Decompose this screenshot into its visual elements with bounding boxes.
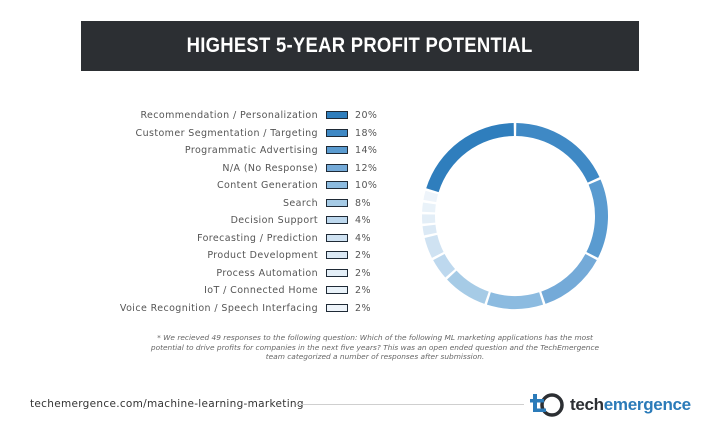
legend-swatch <box>326 146 348 154</box>
legend-row: Product Development 2% <box>80 248 400 266</box>
chart-title: HIGHEST 5-YEAR PROFIT POTENTIAL <box>187 34 533 57</box>
legend-row: Decision Support 4% <box>80 213 400 231</box>
donut-slice <box>516 123 600 183</box>
legend-swatch <box>326 111 348 119</box>
legend-value: 2% <box>355 285 371 296</box>
techemergence-logo: techemergence <box>530 390 695 420</box>
legend-row: Content Generation 10% <box>80 178 400 196</box>
legend-label: Content Generation <box>217 180 318 191</box>
legend-value: 12% <box>355 162 378 174</box>
legend-label: Voice Recognition / Speech Interfacing <box>119 302 318 314</box>
legend-label: Recommendation / Personalization <box>140 110 318 121</box>
legend-row: Programmatic Advertising 14% <box>80 143 400 161</box>
donut-slice <box>541 253 597 304</box>
donut-slice <box>586 179 608 258</box>
legend-value: 10% <box>355 180 378 191</box>
title-banner: HIGHEST 5-YEAR PROFIT POTENTIAL <box>81 21 639 71</box>
legend-value: 2% <box>355 302 371 314</box>
legend-swatch <box>326 233 348 242</box>
legend-row: Customer Segmentation / Targeting 18% <box>80 126 400 144</box>
legend-row: Forecasting / Prediction 4% <box>80 231 400 249</box>
legend-row: Recommendation / Personalization 20% <box>80 108 400 126</box>
footer-url[interactable]: techemergence.com/machine-learning-marke… <box>30 398 304 410</box>
donut-slice <box>422 202 436 213</box>
logo-mark-icon <box>530 393 564 417</box>
legend-row: N/A (No Response) 12% <box>80 161 400 179</box>
legend-row: Search 8% <box>80 196 400 214</box>
donut-slice <box>426 123 514 193</box>
logo-text-main: tech <box>570 395 604 414</box>
donut-slice <box>423 190 438 203</box>
donut-slice <box>422 224 437 236</box>
legend-swatch <box>326 251 348 259</box>
legend-label: N/A (No Response) <box>222 162 318 174</box>
legend-swatch <box>326 303 348 312</box>
footnote: * We recieved 49 responses to the follow… <box>150 333 600 361</box>
legend-value: 4% <box>355 232 371 244</box>
legend-value: 4% <box>355 215 371 226</box>
donut-slice <box>422 214 436 224</box>
legend-label: Process Automation <box>216 267 318 279</box>
legend-row: Process Automation 2% <box>80 266 400 284</box>
legend-swatch <box>326 268 348 277</box>
logo-text-accent: emergence <box>603 395 691 414</box>
legend-swatch <box>326 286 348 294</box>
legend-swatch <box>326 128 348 137</box>
legend-value: 20% <box>355 110 378 121</box>
legend-row: IoT / Connected Home 2% <box>80 283 400 301</box>
donut-chart <box>422 123 608 309</box>
legend-value: 2% <box>355 267 371 279</box>
legend-label: Decision Support <box>230 215 318 226</box>
donut-slice <box>433 253 456 278</box>
legend-value: 14% <box>355 145 378 156</box>
donut-slice <box>486 292 544 309</box>
legend-swatch <box>326 216 348 224</box>
legend-label: Product Development <box>207 250 318 261</box>
donut-slice <box>447 270 489 304</box>
legend: Recommendation / Personalization 20% Custo… <box>80 108 400 318</box>
logo-wordmark: techemergence <box>570 395 691 415</box>
legend-label: Programmatic Advertising <box>184 145 318 156</box>
donut-slice <box>424 234 444 258</box>
legend-swatch <box>326 198 348 207</box>
legend-label: Search <box>282 197 318 209</box>
legend-label: IoT / Connected Home <box>204 285 318 296</box>
legend-value: 8% <box>355 197 371 209</box>
legend-value: 2% <box>355 250 371 261</box>
legend-value: 18% <box>355 127 378 139</box>
legend-label: Customer Segmentation / Targeting <box>135 127 318 139</box>
legend-row: Voice Recognition / Speech Interfacing 2% <box>80 301 400 319</box>
legend-swatch <box>326 181 348 189</box>
legend-label: Forecasting / Prediction <box>197 232 318 244</box>
legend-swatch <box>326 163 348 172</box>
footer-divider <box>296 404 524 405</box>
